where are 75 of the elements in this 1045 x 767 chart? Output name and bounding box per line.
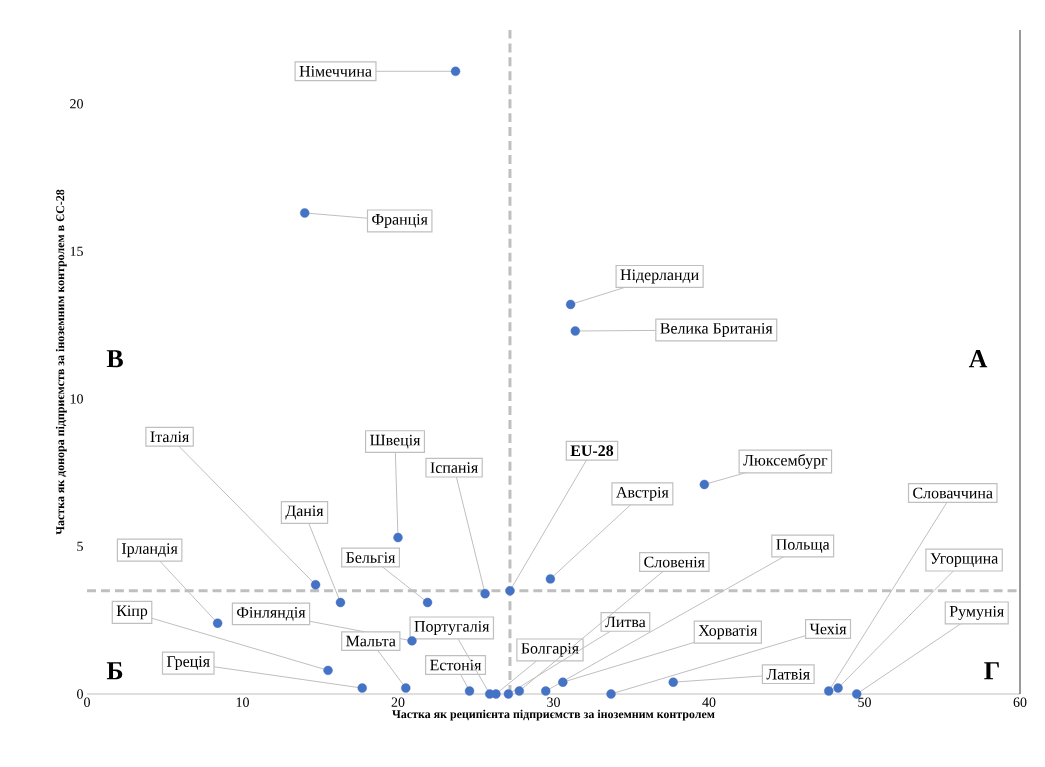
point (824, 686, 834, 696)
y-axis-title: Частка як донора підприємств за іноземним контролем в ЄС-28 (55, 189, 67, 535)
annotation: Г (984, 662, 999, 680)
annotation: Мальта (346, 635, 396, 647)
point (300, 208, 310, 218)
annotation: Греція (166, 656, 210, 671)
annotation: Угорщина (930, 553, 999, 567)
x-tick-label: 40 (702, 697, 716, 707)
annotation: Словенія (644, 556, 705, 568)
point (357, 683, 367, 693)
annotation: Чехія (809, 623, 847, 635)
point (503, 689, 514, 699)
annotation: Хорватія (698, 625, 758, 640)
point (464, 686, 475, 696)
annotation: Кіпр (116, 605, 148, 620)
annotation: Б (106, 662, 123, 680)
x-tick-label: 50 (858, 697, 871, 707)
y-tick-label: 5 (77, 541, 83, 552)
annotation: А (968, 350, 988, 368)
point (606, 689, 616, 699)
point (852, 689, 862, 699)
x-tick-label: 10 (236, 697, 249, 707)
x-tick-label: 60 (1013, 697, 1027, 707)
x-tick-label: 20 (391, 697, 405, 707)
annotation: Італія (150, 431, 190, 443)
annotation: Естонія (430, 659, 482, 671)
point (422, 597, 433, 608)
annotation: Німеччина (299, 65, 372, 77)
annotation: Польща (776, 539, 830, 553)
y-tick-label: 10 (70, 394, 83, 404)
annotation: Бельгія (346, 552, 396, 563)
annotation: Литва (605, 616, 646, 628)
point (505, 586, 515, 596)
annotation: Португалія (414, 620, 490, 635)
annotation: В (106, 350, 123, 368)
annotation: Ірландія (121, 543, 178, 558)
point (212, 618, 223, 628)
annotation: Люксембург (743, 454, 828, 469)
annotation: Болгарія (521, 643, 579, 657)
annotation: Велика Британія (660, 323, 773, 337)
annotation: Данія (285, 505, 324, 520)
y-tick-label: 0 (77, 689, 83, 699)
point (565, 299, 576, 310)
annotation: Іспанія (430, 462, 478, 473)
point (335, 597, 346, 608)
x-tick-label: 0 (84, 697, 90, 707)
x-tick-label: 30 (547, 697, 560, 707)
point (310, 580, 321, 590)
annotation: Франція (372, 213, 428, 228)
annotation: Австрія (616, 486, 669, 501)
point (570, 326, 580, 336)
y-tick-label: 20 (70, 99, 83, 109)
annotation: Швеція (370, 434, 421, 449)
annotation: Нідерланди (620, 269, 699, 284)
y-tick-label: 15 (70, 246, 83, 256)
point (833, 683, 843, 693)
point (450, 66, 461, 76)
point (491, 689, 501, 699)
point (323, 665, 333, 676)
annotation: EU-28 (570, 445, 614, 457)
point (401, 683, 411, 693)
x-axis-title: Частка як реципієнта підприємств за іноземним контролем (392, 709, 715, 721)
point (545, 574, 556, 584)
annotation: Фінляндія (237, 607, 306, 621)
point (541, 686, 551, 696)
annotation: Румунія (949, 605, 1004, 620)
annotation: Латвія (766, 668, 810, 680)
point (699, 479, 710, 490)
point (393, 532, 403, 543)
point (558, 677, 568, 687)
point (514, 686, 524, 696)
point (480, 588, 490, 599)
point (668, 677, 678, 687)
annotation: Словаччина (913, 487, 993, 499)
point (407, 636, 417, 646)
